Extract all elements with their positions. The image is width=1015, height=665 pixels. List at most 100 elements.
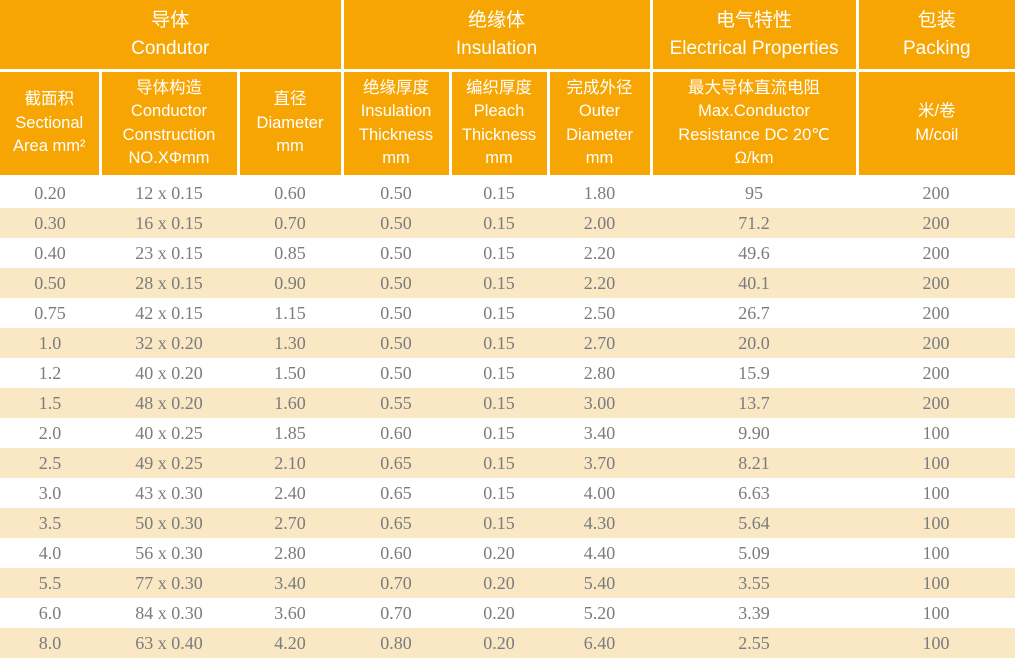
table-cell: 0.50 [342,208,451,238]
table-row: 0.20 12 x 0.15 0.60 0.50 0.15 1.80 95 200 [0,176,1015,208]
table-row: 3.5 50 x 0.30 2.70 0.65 0.15 4.30 5.64 100 [0,508,1015,538]
table-cell: 1.80 [548,176,652,208]
group-header-electrical-properties: 电气特性 Electrical Properties [651,0,859,72]
table-cell: 2.50 [548,298,652,328]
table-cell: 0.15 [450,358,549,388]
table-cell: 0.60 [238,176,343,208]
table-row: 1.5 48 x 0.20 1.60 0.55 0.15 3.00 13.7 200 [0,388,1015,418]
table-cell: 200 [857,358,1015,388]
table-row: 4.0 56 x 0.30 2.80 0.60 0.20 4.40 5.09 100 [0,538,1015,568]
table-cell: 2.80 [548,358,652,388]
table-cell: 100 [857,448,1015,478]
table-cell: 0.50 [342,298,451,328]
table-cell: 1.15 [238,298,343,328]
col-header-pleach-thickness: 编织厚度 Pleach Thickness mm [450,70,550,178]
table-cell: 2.20 [548,268,652,298]
col-header-m-per-coil: 米/卷 M/coil [857,70,1015,178]
table-cell: 200 [857,328,1015,358]
table-cell: 0.80 [342,628,451,658]
table-cell: 0.15 [450,328,549,358]
table-cell: 200 [857,298,1015,328]
column-header-row: 截面积 Sectional Area mm² 导体构造 Conductor Co… [0,70,1015,178]
table-row: 0.75 42 x 0.15 1.15 0.50 0.15 2.50 26.7 200 [0,298,1015,328]
table-cell: 0.20 [450,598,549,628]
col-header-max-resistance: 最大导体直流电阻 Max.Conductor Resistance DC 20℃… [651,70,859,178]
group-header-conductor: 导体 Condutor [0,0,344,72]
table-cell: 0.50 [342,176,451,208]
table-cell: 2.40 [238,478,343,508]
table-cell: 6.63 [651,478,858,508]
table-cell: 0.15 [450,208,549,238]
table-cell: 3.40 [548,418,652,448]
table-cell: 40.1 [651,268,858,298]
table-row: 1.2 40 x 0.20 1.50 0.50 0.15 2.80 15.9 200 [0,358,1015,388]
table-cell: 0.60 [342,538,451,568]
table-cell: 0.85 [238,238,343,268]
table-cell: 0.20 [450,628,549,658]
table-cell: 2.55 [651,628,858,658]
table-cell: 5.40 [548,568,652,598]
table-cell: 77 x 0.30 [100,568,238,598]
table-cell: 6.40 [548,628,652,658]
table-cell: 8.21 [651,448,858,478]
table-cell: 0.20 [0,176,100,208]
table-cell: 0.40 [0,238,100,268]
table-cell: 95 [651,176,858,208]
table-header: 导体 Condutor 绝缘体 Insulation 电气特性 Electric… [0,0,1015,178]
col-header-conductor-construction: 导体构造 Conductor Construction NO.XΦmm [100,70,240,178]
table-cell: 200 [857,176,1015,208]
table-row: 3.0 43 x 0.30 2.40 0.65 0.15 4.00 6.63 100 [0,478,1015,508]
table-row: 2.0 40 x 0.25 1.85 0.60 0.15 3.40 9.90 100 [0,418,1015,448]
table-row: 6.0 84 x 0.30 3.60 0.70 0.20 5.20 3.39 100 [0,598,1015,628]
table-cell: 0.50 [0,268,100,298]
table-cell: 0.15 [450,448,549,478]
table-body: 0.20 12 x 0.15 0.60 0.50 0.15 1.80 95 200 0.30 16… [0,176,1015,658]
col-header-insulation-thickness: 绝缘厚度 Insulation Thickness mm [342,70,452,178]
table-cell: 0.70 [342,598,451,628]
table-cell: 48 x 0.20 [100,388,238,418]
table-cell: 8.0 [0,628,100,658]
table-cell: 200 [857,268,1015,298]
table-cell: 0.60 [342,418,451,448]
table-cell: 32 x 0.20 [100,328,238,358]
table-cell: 13.7 [651,388,858,418]
table-cell: 0.70 [342,568,451,598]
table-cell: 5.09 [651,538,858,568]
table-row: 5.5 77 x 0.30 3.40 0.70 0.20 5.40 3.55 100 [0,568,1015,598]
table-cell: 12 x 0.15 [100,176,238,208]
table-cell: 49.6 [651,238,858,268]
group-header-packing: 包装 Packing [857,0,1015,72]
table-cell: 0.50 [342,328,451,358]
table-cell: 15.9 [651,358,858,388]
table-cell: 5.64 [651,508,858,538]
table-cell: 40 x 0.25 [100,418,238,448]
table-cell: 0.50 [342,358,451,388]
table-cell: 1.2 [0,358,100,388]
table-cell: 1.30 [238,328,343,358]
table-cell: 43 x 0.30 [100,478,238,508]
table-cell: 200 [857,388,1015,418]
table-cell: 100 [857,598,1015,628]
table-cell: 0.30 [0,208,100,238]
table-cell: 2.5 [0,448,100,478]
table-cell: 2.80 [238,538,343,568]
table-cell: 20.0 [651,328,858,358]
table-cell: 100 [857,418,1015,448]
table-cell: 42 x 0.15 [100,298,238,328]
table-cell: 100 [857,508,1015,538]
table-cell: 4.20 [238,628,343,658]
table-cell: 49 x 0.25 [100,448,238,478]
table-cell: 0.55 [342,388,451,418]
table-cell: 0.20 [450,568,549,598]
table-cell: 28 x 0.15 [100,268,238,298]
table-cell: 63 x 0.40 [100,628,238,658]
table-cell: 0.15 [450,478,549,508]
table-cell: 2.0 [0,418,100,448]
table-cell: 3.60 [238,598,343,628]
table-cell: 1.50 [238,358,343,388]
col-header-outer-diameter: 完成外径 Outer Diameter mm [548,70,653,178]
table-cell: 0.15 [450,238,549,268]
table-cell: 23 x 0.15 [100,238,238,268]
table-cell: 5.5 [0,568,100,598]
group-header-row: 导体 Condutor 绝缘体 Insulation 电气特性 Electric… [0,0,1015,72]
